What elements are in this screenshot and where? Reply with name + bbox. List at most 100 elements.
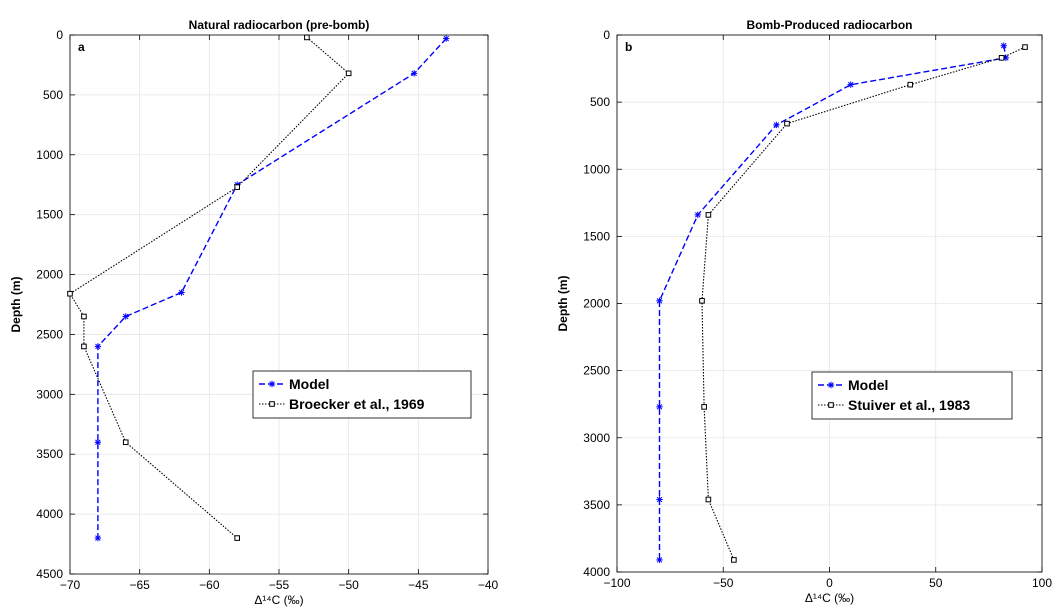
- y-tick-label: 2000: [583, 297, 610, 311]
- y-tick-label: 0: [56, 28, 63, 42]
- x-tick-label: −50: [338, 578, 359, 592]
- data-point: [345, 70, 352, 77]
- grid-lines: [616, 34, 1043, 573]
- x-tick-label: −55: [269, 578, 290, 592]
- y-tick-label: 1000: [583, 162, 610, 176]
- chart-title: Natural radiocarbon (pre-bomb): [189, 18, 370, 32]
- legend-box: [811, 371, 1013, 420]
- data-point: [656, 297, 663, 305]
- y-tick-label: 1500: [583, 229, 610, 243]
- panel-label: b: [625, 40, 632, 54]
- y-tick-label: 4500: [36, 567, 63, 581]
- data-point: [304, 34, 310, 41]
- legend-entry: Model: [818, 377, 888, 393]
- data-point: [234, 184, 240, 190]
- x-tick-label: −100: [603, 576, 630, 590]
- data-point: [443, 35, 450, 42]
- data-point: [178, 289, 185, 296]
- grid-lines: [69, 34, 489, 575]
- x-tick-label: −65: [129, 578, 150, 592]
- data-point: [234, 535, 240, 541]
- panel-a: −70 −65 −60 −55 −50 −45 −40 0 500 1000 1500 2000 250…: [9, 18, 499, 607]
- x-axis-label: Δ¹⁴C (‰): [254, 593, 303, 607]
- series-observations: [67, 34, 352, 541]
- data-point: [694, 211, 701, 219]
- data-point: [122, 313, 129, 320]
- legend-label: Model: [289, 376, 329, 392]
- data-point: [656, 556, 663, 564]
- legend-marker: [828, 402, 834, 408]
- chart-title: Bomb-Produced radiocarbon: [746, 18, 912, 32]
- data-point: [784, 120, 790, 127]
- data-point: [705, 496, 712, 503]
- legend-entry: Broecker et al., 1969: [259, 396, 425, 412]
- y-axis-label: Depth (m): [9, 277, 23, 333]
- x-tick-label: −50: [713, 576, 734, 590]
- panel-label: a: [78, 40, 85, 54]
- x-axis-label: Δ¹⁴C (‰): [805, 591, 854, 605]
- series-model: [94, 35, 450, 542]
- data-point: [81, 313, 87, 320]
- data-point: [94, 343, 102, 350]
- y-tick-label: 1500: [36, 208, 63, 222]
- y-tick-label: 500: [590, 95, 610, 109]
- y-tick-label: 0: [603, 28, 610, 42]
- x-tick-label: −40: [478, 578, 499, 592]
- series-observations: [699, 44, 1028, 563]
- y-tick-label: 500: [43, 88, 63, 102]
- x-tick-label: −45: [408, 578, 429, 592]
- data-point: [94, 534, 102, 542]
- data-point: [67, 290, 73, 297]
- y-tick-label: 2500: [583, 364, 610, 378]
- x-tick-label: 100: [1032, 576, 1052, 590]
- series-line: [701, 46, 1026, 561]
- legend-entry: Model: [259, 376, 329, 392]
- data-point: [998, 55, 1005, 61]
- legend-box: [252, 370, 472, 419]
- y-tick-label: 3000: [36, 387, 63, 401]
- data-point: [410, 70, 418, 77]
- x-tick-label: 0: [826, 576, 833, 590]
- data-point: [847, 81, 854, 88]
- x-tick-label: −70: [60, 578, 81, 592]
- y-tick-label: 3500: [36, 447, 63, 461]
- x-tick-label: −60: [199, 578, 220, 592]
- y-tick-label: 4000: [583, 565, 610, 579]
- data-point: [705, 212, 712, 218]
- legend-marker: [269, 401, 275, 407]
- series-line: [658, 45, 1007, 560]
- y-tick-label: 2000: [36, 268, 63, 282]
- y-tick-label: 1000: [36, 148, 63, 162]
- data-point: [1022, 44, 1028, 50]
- y-tick-label: 4000: [36, 507, 63, 521]
- legend-label: Model: [848, 377, 888, 393]
- data-point: [699, 298, 705, 304]
- data-point: [701, 404, 707, 410]
- data-point: [656, 403, 663, 411]
- data-point: [81, 343, 87, 350]
- x-tick-label: 50: [929, 576, 943, 590]
- legend-label: Broecker et al., 1969: [289, 396, 425, 412]
- data-point: [731, 557, 737, 563]
- legend-entry: Stuiver et al., 1983: [818, 397, 970, 413]
- data-point: [773, 121, 780, 129]
- data-point: [122, 439, 129, 446]
- y-axis-label: Depth (m): [556, 276, 570, 332]
- series-line: [69, 36, 350, 539]
- series-model: [656, 42, 1010, 564]
- panel-b: −100 −50 0 50 100050010001500200025003000350…: [556, 18, 1052, 605]
- legend-marker: [827, 381, 835, 389]
- data-point: [656, 496, 663, 503]
- y-tick-label: 3500: [583, 498, 610, 512]
- legend: Model Broecker et al., 1969: [252, 370, 472, 419]
- legend-label: Stuiver et al., 1983: [848, 397, 970, 413]
- data-point: [94, 439, 102, 446]
- data-point: [1000, 42, 1007, 49]
- legend: Model Stuiver et al., 1983: [811, 371, 1013, 420]
- y-tick-label: 2500: [36, 327, 63, 341]
- series-line: [97, 38, 447, 539]
- legend-marker: [268, 380, 276, 388]
- y-tick-label: 3000: [583, 431, 610, 445]
- data-point: [907, 81, 914, 88]
